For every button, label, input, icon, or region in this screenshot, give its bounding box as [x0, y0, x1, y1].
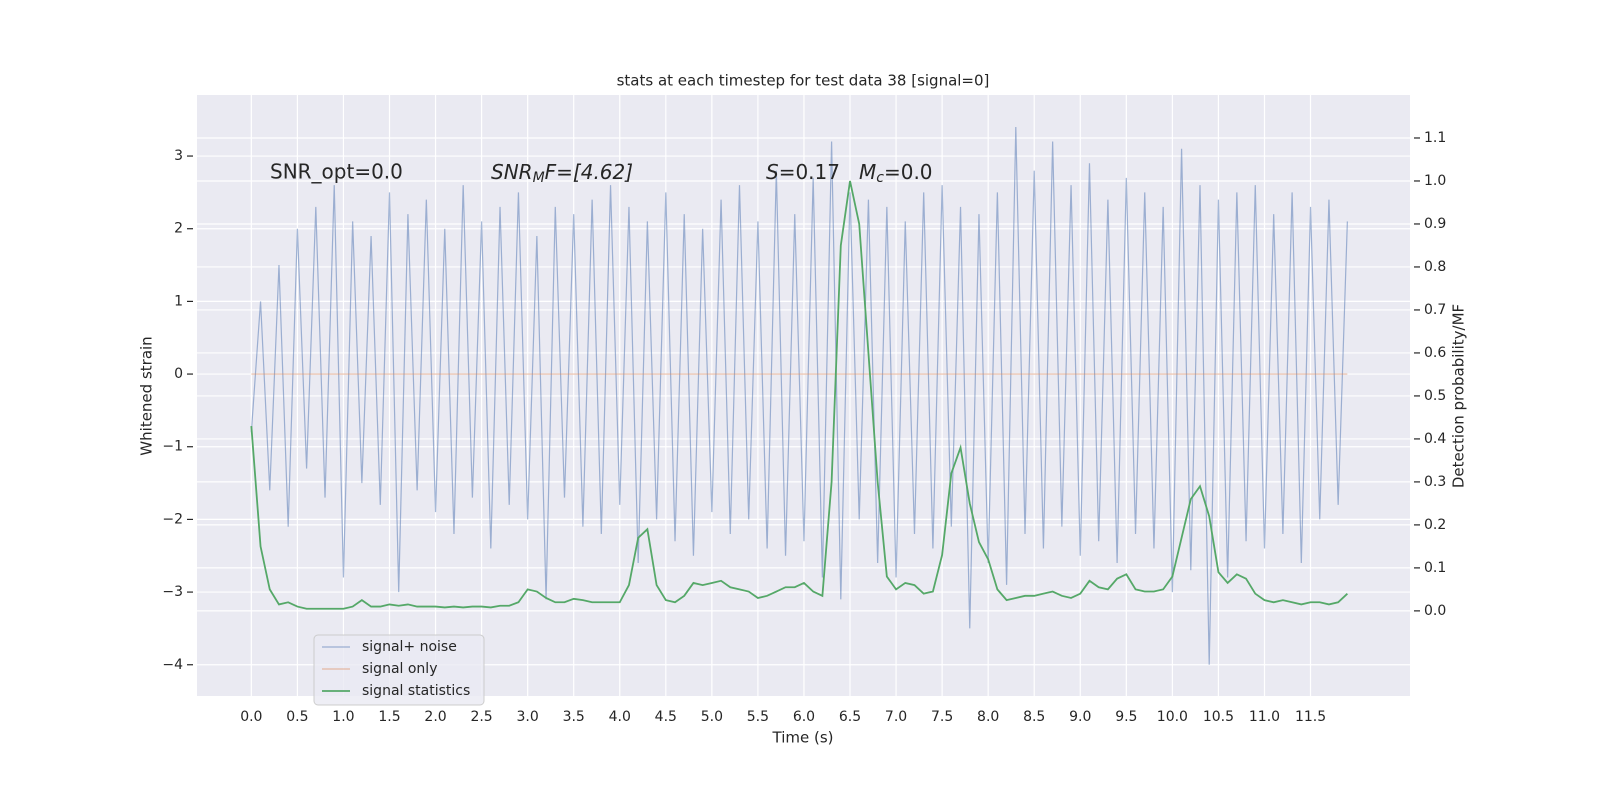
- x-tick-label: 7.0: [885, 709, 907, 725]
- x-tick-label: 1.5: [378, 709, 400, 725]
- y2-tick-label: 1.0: [1424, 173, 1446, 189]
- annotation-sub: c: [876, 170, 884, 186]
- grid: [187, 95, 1420, 696]
- y-tick-label: 3: [174, 148, 183, 164]
- x-tick-label: 11.0: [1249, 709, 1280, 725]
- x-tick-label: 2.5: [470, 709, 492, 725]
- x-tick-label: 0.0: [240, 709, 262, 725]
- x-tick-label: 9.0: [1069, 709, 1091, 725]
- annotation-rest: =0.0: [884, 160, 933, 184]
- x-axis-title: Time (s): [772, 729, 834, 747]
- y2-tick-label: 0.0: [1424, 603, 1446, 619]
- y2-tick-label: 0.7: [1424, 302, 1446, 318]
- x-tick-label: 5.0: [701, 709, 723, 725]
- x-tick-label: 0.5: [286, 709, 308, 725]
- y-tick-label: 2: [174, 221, 183, 237]
- legend-label: signal only: [362, 661, 437, 677]
- y-tick-label: −4: [162, 657, 183, 673]
- x-tick-label: 6.5: [839, 709, 861, 725]
- y2-tick-label: 0.6: [1424, 345, 1446, 361]
- lines: [250, 126, 1348, 665]
- x-tick-label: 9.5: [1115, 709, 1137, 725]
- x-tick-label: 6.0: [793, 709, 815, 725]
- y-tick-label: −2: [162, 511, 183, 527]
- annotation-rest: F=[4.62]: [545, 160, 633, 184]
- annotation: SNRMF=[4.62]: [491, 160, 633, 187]
- annotation-base: M: [859, 160, 876, 184]
- x-tick-label: 2.0: [424, 709, 446, 725]
- x-tick-label: 11.5: [1295, 709, 1326, 725]
- annotation: Mc=0.0: [859, 160, 933, 187]
- legend-label: signal+ noise: [362, 639, 457, 655]
- x-tick-label: 5.5: [747, 709, 769, 725]
- x-tick-label: 3.5: [563, 709, 585, 725]
- annotation-sub: M: [533, 170, 545, 186]
- x-tick-label: 3.0: [517, 709, 539, 725]
- x-tick-label: 8.5: [1023, 709, 1045, 725]
- legend-box: [313, 634, 485, 706]
- annotation: S=0.17: [766, 160, 840, 184]
- y2-tick-label: 0.1: [1424, 560, 1446, 576]
- y2-tick-label: 0.4: [1424, 431, 1446, 447]
- annotation-base: SNR: [491, 160, 533, 184]
- x-tick-label: 7.5: [931, 709, 953, 725]
- y-tick-label: 0: [174, 366, 183, 382]
- y2-tick-label: 1.1: [1424, 130, 1446, 146]
- y2-tick-label: 0.9: [1424, 216, 1446, 232]
- series-line: [250, 126, 1348, 665]
- y-axis-title: Whitened strain: [138, 336, 156, 455]
- y2-tick-label: 0.5: [1424, 388, 1446, 404]
- annotation-base: S: [766, 160, 779, 184]
- chart-title: stats at each timestep for test data 38 …: [617, 72, 990, 90]
- y2-tick-label: 0.3: [1424, 474, 1446, 490]
- x-tick-label: 1.0: [332, 709, 354, 725]
- labels: 0.0 0.5 1.0 1.5 2.0 2.5 3.0 3.5 4.0 4.5 5.0 5.5 6.0 6…: [162, 130, 1446, 725]
- legend-label: signal statistics: [362, 683, 470, 699]
- annotation: SNR_opt=0.0: [270, 160, 403, 184]
- x-tick-label: 10.0: [1157, 709, 1188, 725]
- series-line: [250, 180, 1348, 610]
- x-tick-label: 10.5: [1203, 709, 1234, 725]
- x-tick-label: 4.0: [609, 709, 631, 725]
- y-tick-label: −1: [162, 439, 183, 455]
- y2-tick-label: 0.8: [1424, 259, 1446, 275]
- y-tick-label: 1: [174, 293, 183, 309]
- x-tick-label: 4.5: [655, 709, 677, 725]
- y-tick-label: −3: [162, 584, 183, 600]
- y2-axis-title: Detection probability/MF: [1450, 304, 1468, 488]
- annotation-rest: =0.17: [779, 160, 840, 184]
- x-tick-label: 8.0: [977, 709, 999, 725]
- y2-tick-label: 0.2: [1424, 517, 1446, 533]
